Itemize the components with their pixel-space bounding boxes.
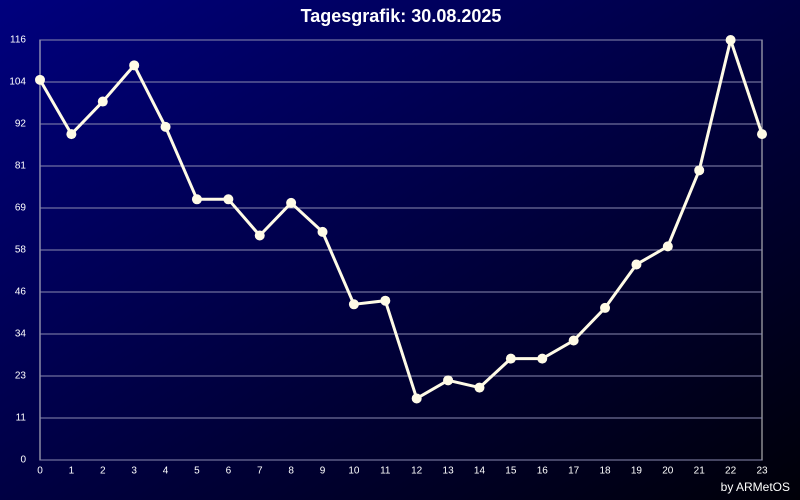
y-tick-label: 34 [15,329,27,340]
x-tick-label: 16 [537,466,549,477]
data-point [725,35,736,45]
data-point [631,259,642,270]
x-tick-label: 17 [568,466,580,477]
data-point [66,129,77,140]
data-point [443,375,454,386]
data-point [411,393,422,404]
data-point [160,121,171,132]
y-tick-label: 116 [10,35,26,46]
credit: by ARMetOS [721,480,790,494]
data-point [757,129,767,140]
data-point [97,96,108,107]
x-tick-label: 5 [194,466,200,477]
x-tick-label: 12 [411,466,423,477]
x-tick-label: 7 [257,466,263,477]
y-tick-label: 11 [16,413,27,424]
x-tick-label: 13 [443,466,455,477]
data-point [191,194,202,205]
data-point [129,60,140,71]
x-tick-label: 21 [694,466,706,477]
y-tick-label: 69 [15,203,27,214]
data-point [505,353,516,364]
x-tick-label: 8 [288,466,294,477]
data-point [348,299,359,310]
x-tick-label: 18 [599,466,611,477]
data-point [694,165,705,176]
x-tick-label: 10 [348,466,360,477]
data-point [600,302,611,313]
x-tick-label: 2 [100,466,106,477]
data-point [317,226,328,237]
chart-title: Tagesgrafik: 30.08.2025 [301,6,502,26]
x-tick-label: 9 [320,466,326,477]
data-point [286,197,297,208]
y-tick-label: 0 [20,455,26,466]
y-tick-label: 81 [15,161,27,172]
data-point [537,353,548,364]
data-point [223,194,234,205]
y-tick-label: 46 [15,287,27,298]
y-tick-label: 23 [15,371,27,382]
data-point [568,335,579,346]
y-tick-label: 104 [9,77,26,88]
x-tick-label: 3 [131,466,137,477]
x-tick-label: 22 [725,466,737,477]
x-tick-label: 0 [37,466,43,477]
x-tick-label: 19 [631,466,643,477]
y-tick-label: 58 [15,245,27,256]
x-tick-label: 14 [474,466,486,477]
data-point [474,382,485,393]
y-tick-label: 92 [15,119,27,130]
x-tick-label: 15 [505,466,517,477]
x-tick-label: 20 [662,466,674,477]
data-point [254,230,265,241]
x-tick-label: 6 [226,466,232,477]
data-point [662,241,673,252]
data-point [35,74,45,85]
data-line [38,38,764,400]
x-tick-label: 4 [163,466,169,477]
data-point [380,295,391,306]
x-tick-label: 11 [380,466,391,477]
x-tick-label: 23 [756,466,768,477]
x-tick-label: 1 [69,466,75,477]
